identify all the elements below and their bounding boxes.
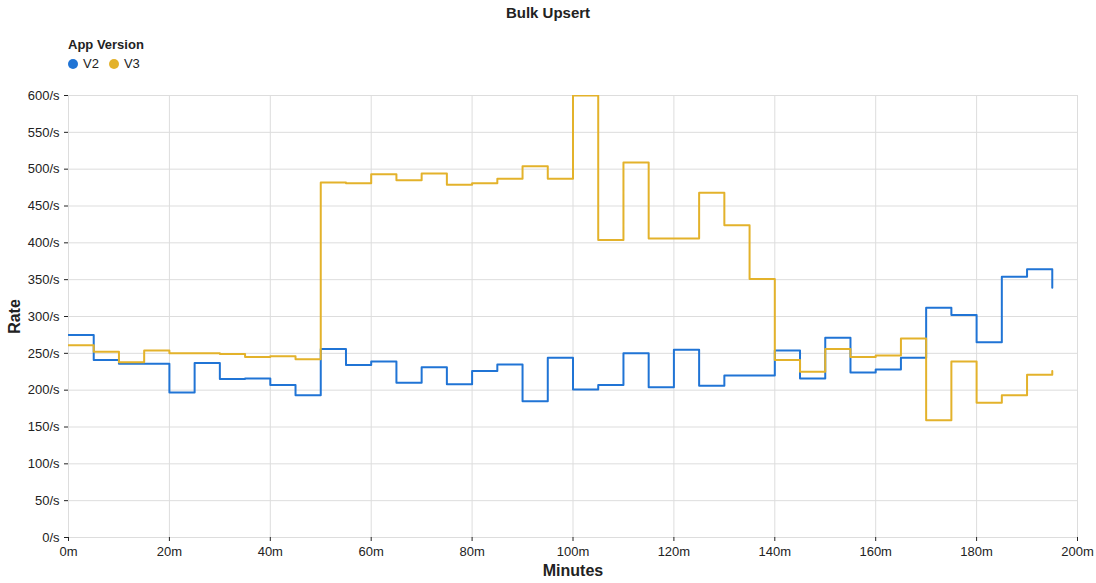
svg-text:300/s: 300/s [28, 309, 60, 324]
svg-text:500/s: 500/s [28, 161, 60, 176]
svg-text:100m: 100m [557, 544, 590, 559]
svg-text:160m: 160m [859, 544, 892, 559]
svg-text:Rate: Rate [6, 299, 23, 334]
svg-text:Minutes: Minutes [543, 562, 604, 579]
svg-text:250/s: 250/s [28, 345, 60, 360]
svg-text:40m: 40m [258, 544, 283, 559]
svg-text:350/s: 350/s [28, 272, 60, 287]
svg-text:600/s: 600/s [28, 88, 60, 103]
svg-text:0m: 0m [59, 544, 77, 559]
svg-text:120m: 120m [658, 544, 691, 559]
svg-text:80m: 80m [459, 544, 484, 559]
html-text:App Version: App Version [68, 37, 144, 52]
svg-text:140m: 140m [759, 544, 792, 559]
html-text:Bulk Upsert: Bulk Upsert [505, 4, 591, 21]
svg-text:60m: 60m [359, 544, 384, 559]
svg-text:0/s: 0/s [42, 530, 60, 545]
svg-text:550/s: 550/s [28, 124, 60, 139]
svg-text:450/s: 450/s [28, 198, 60, 213]
svg-text:50/s: 50/s [35, 493, 60, 508]
svg-text:200/s: 200/s [28, 382, 60, 397]
html-text:V2: V2 [83, 56, 99, 71]
svg-text:400/s: 400/s [28, 235, 60, 250]
svg-text:150/s: 150/s [28, 419, 60, 434]
svg-text:200m: 200m [1061, 544, 1094, 559]
html-text:V3: V3 [123, 56, 140, 71]
svg-text:100/s: 100/s [28, 456, 60, 471]
svg-text:180m: 180m [960, 544, 993, 559]
svg-text:20m: 20m [157, 544, 182, 559]
